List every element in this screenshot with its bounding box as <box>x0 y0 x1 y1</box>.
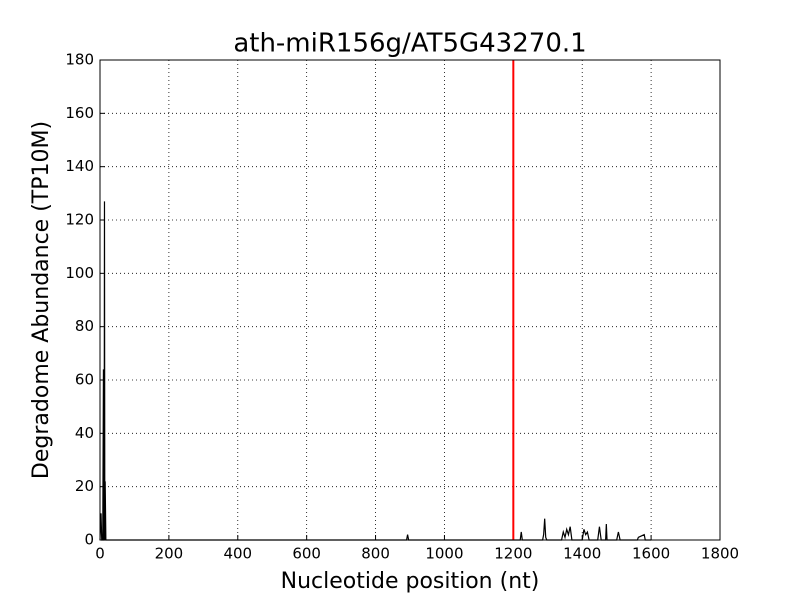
y-tick-label: 60 <box>75 371 94 389</box>
y-tick-label: 20 <box>75 477 94 495</box>
x-tick-label: 800 <box>361 545 390 563</box>
y-tick-label: 180 <box>65 51 94 69</box>
x-axis-label: Nucleotide position (nt) <box>281 569 540 594</box>
chart-title: ath-miR156g/AT5G43270.1 <box>233 29 586 59</box>
y-tick-label: 100 <box>65 264 94 282</box>
y-tick-label: 140 <box>65 157 94 175</box>
y-tick-label: 40 <box>75 424 94 442</box>
x-tick-label: 0 <box>95 545 105 563</box>
x-tick-label: 1400 <box>563 545 601 563</box>
y-axis-label: Degradome Abundance (TP10M) <box>29 121 54 479</box>
x-tick-label: 400 <box>223 545 252 563</box>
x-tick-label: 600 <box>292 545 321 563</box>
y-tick-label: 0 <box>84 531 94 549</box>
plot-frame <box>99 59 721 541</box>
x-tick-label: 1800 <box>701 545 739 563</box>
x-tick-label: 1600 <box>632 545 670 563</box>
x-tick-label: 1000 <box>425 545 463 563</box>
y-tick-label: 80 <box>75 317 94 335</box>
y-tick-label: 120 <box>65 211 94 229</box>
x-tick-label: 200 <box>155 545 184 563</box>
x-tick-label: 1200 <box>494 545 532 563</box>
y-tick-label: 160 <box>65 104 94 122</box>
